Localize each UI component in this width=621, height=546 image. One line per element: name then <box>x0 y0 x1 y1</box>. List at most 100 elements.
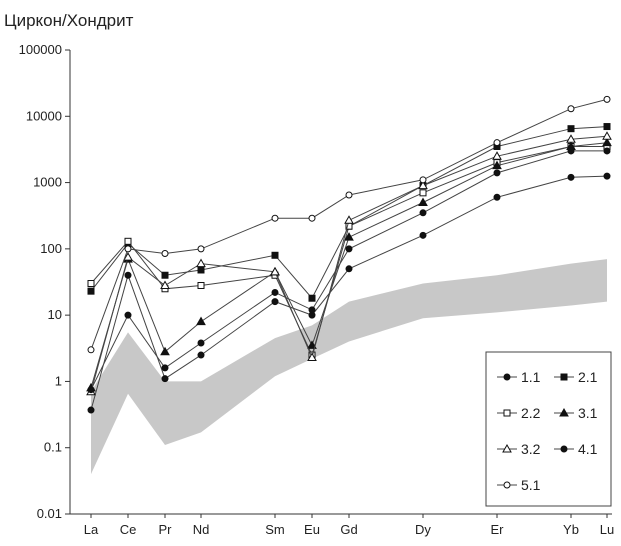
data-point <box>307 352 317 361</box>
data-point <box>307 340 317 349</box>
data-point <box>567 173 575 181</box>
data-point <box>419 231 427 239</box>
y-tick-label: 1 <box>55 373 62 388</box>
legend-item: 4.1 <box>554 441 598 457</box>
legend-marker <box>560 373 568 381</box>
x-tick-label: Yb <box>563 522 579 537</box>
data-point <box>567 147 575 155</box>
legend-label: 3.1 <box>578 405 598 421</box>
series-5-1 <box>87 95 611 354</box>
data-point <box>345 265 353 273</box>
data-point <box>87 406 95 414</box>
data-point <box>567 105 575 113</box>
legend-label: 2.1 <box>578 369 598 385</box>
data-point <box>161 271 169 279</box>
legend-marker <box>503 481 511 489</box>
y-tick-label: 10 <box>48 307 62 322</box>
x-tick-label: Gd <box>340 522 357 537</box>
x-tick-label: Er <box>491 522 505 537</box>
data-point <box>161 364 169 372</box>
data-point <box>493 193 501 201</box>
legend-marker <box>502 443 512 453</box>
legend-label: 2.2 <box>521 405 541 421</box>
x-tick-label: Ce <box>120 522 137 537</box>
legend-item: 2.1 <box>554 369 598 385</box>
legend-label: 1.1 <box>521 369 541 385</box>
y-tick-label: 0.1 <box>44 440 62 455</box>
data-point <box>161 250 169 258</box>
data-point <box>271 298 279 306</box>
data-point <box>344 232 354 241</box>
data-point <box>270 266 280 276</box>
series-4-1 <box>87 147 611 394</box>
data-point <box>271 251 279 259</box>
legend-item: 5.1 <box>497 477 541 493</box>
data-point <box>345 245 353 253</box>
data-point <box>160 346 170 356</box>
data-point <box>602 131 612 140</box>
legend-label: 4.1 <box>578 441 598 457</box>
x-tick-label: Eu <box>304 522 320 537</box>
data-point <box>602 137 612 147</box>
legend-marker <box>559 407 569 417</box>
legend-label: 3.2 <box>521 441 541 457</box>
series-1-1 <box>87 172 611 414</box>
data-point <box>567 125 575 133</box>
data-point <box>418 197 428 207</box>
data-point <box>419 189 427 197</box>
legend-item: 3.1 <box>554 405 598 421</box>
data-point <box>124 245 132 253</box>
data-point <box>87 287 95 295</box>
legend-marker <box>503 409 511 417</box>
legend-marker <box>503 373 511 381</box>
y-axis-title: Циркон/Хондрит <box>4 11 134 30</box>
x-tick-label: La <box>84 522 99 537</box>
data-point <box>493 169 501 177</box>
series-line <box>90 142 608 389</box>
x-tick-label: Dy <box>415 522 431 537</box>
data-point <box>197 339 205 347</box>
data-point <box>196 258 206 268</box>
x-tick-label: Sm <box>265 522 285 537</box>
data-point <box>493 139 501 147</box>
data-point <box>271 288 279 296</box>
data-point <box>603 147 611 155</box>
data-point <box>123 252 133 261</box>
y-tick-label: 0.01 <box>37 506 62 521</box>
data-point <box>603 172 611 180</box>
x-tick-label: Pr <box>159 522 173 537</box>
data-point <box>308 294 316 302</box>
data-point <box>603 123 611 131</box>
data-point <box>124 237 132 245</box>
y-tick-label: 1000 <box>33 175 62 190</box>
data-point <box>197 282 205 290</box>
legend-item: 1.1 <box>497 369 541 385</box>
data-point <box>124 311 132 319</box>
data-point <box>197 351 205 359</box>
data-point <box>308 306 316 314</box>
data-point <box>419 176 427 184</box>
legend-item: 2.2 <box>497 405 541 421</box>
legend-item: 3.2 <box>497 441 541 457</box>
data-point <box>87 386 95 394</box>
data-point <box>418 180 428 190</box>
x-tick-label: Lu <box>600 522 614 537</box>
data-point <box>308 214 316 222</box>
data-point <box>492 151 502 160</box>
data-point <box>345 191 353 199</box>
data-point <box>124 271 132 279</box>
y-tick-label: 100 <box>40 241 62 256</box>
data-point <box>87 280 95 288</box>
x-tick-label: Nd <box>193 522 210 537</box>
data-point <box>161 375 169 383</box>
data-point <box>160 280 170 290</box>
data-point <box>419 209 427 217</box>
y-tick-label: 100000 <box>19 42 62 57</box>
y-tick-label: 10000 <box>26 108 62 123</box>
data-point <box>566 134 576 143</box>
data-point <box>603 95 611 103</box>
data-point <box>196 316 206 326</box>
data-point <box>271 214 279 222</box>
